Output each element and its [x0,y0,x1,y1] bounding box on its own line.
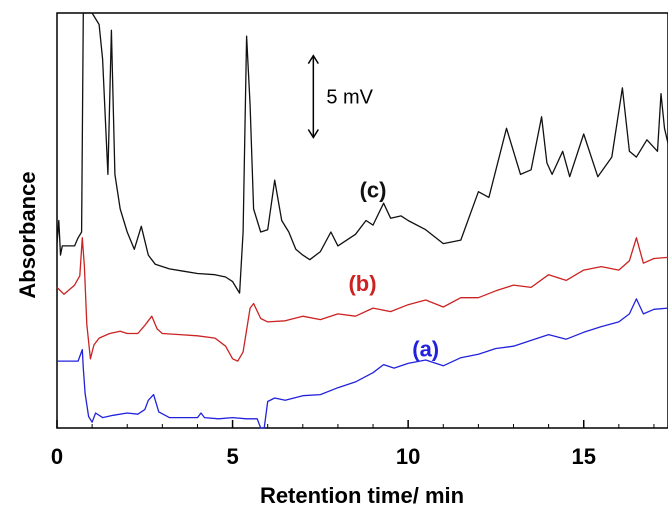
x-tick-label: 10 [396,444,420,469]
series-label-b: (b) [348,271,376,296]
series-label-c: (c) [360,177,387,202]
y-axis-title: Absorbance [15,171,40,298]
series-line-c [56,12,668,294]
scale-bar-label: 5 mV [326,87,373,109]
series-line-b [56,237,668,362]
x-tick-label: 5 [226,444,238,469]
plot-frame [56,12,668,429]
x-axis-ticks: 0 5 10 15 [51,420,655,469]
scale-bar: 5 mV [307,54,374,139]
x-tick-label: 15 [571,444,595,469]
series-line-a [57,298,668,429]
series-label-a: (a) [412,337,439,362]
scale-bar-arrow-up-icon [307,54,319,65]
series-layer: (a) (b) (c) [56,12,668,429]
x-axis-title: Retention time/ min [260,483,464,508]
scale-bar-arrow-down-icon [307,129,319,139]
x-tick-label: 0 [51,444,63,469]
plot-area [56,12,668,429]
